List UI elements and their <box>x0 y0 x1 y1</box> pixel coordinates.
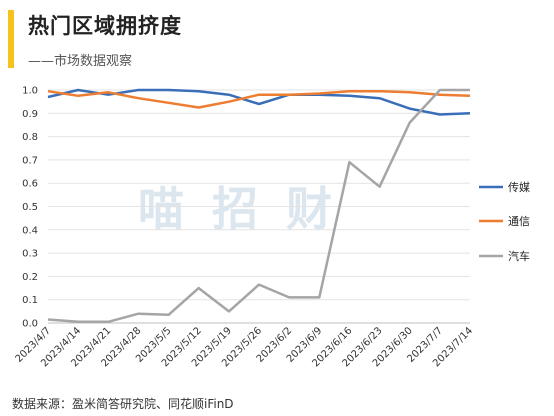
y-axis-ticks: 0.0 0.1 0.2 0.3 0.4 0.5 0.6 0.7 0.8 0.9 1.0 <box>22 86 38 330</box>
series-line-2 <box>47 89 471 109</box>
y-tick-label: 0.4 <box>22 225 38 236</box>
series-lines <box>47 88 471 324</box>
y-tick-label: 1.0 <box>22 86 38 97</box>
y-tick-label: 0.2 <box>22 272 38 283</box>
watermark: 喵招财 <box>138 182 360 236</box>
source-note: 数据来源：盈米简答研究院、同花顺iFinD <box>12 397 234 411</box>
grid-lines <box>48 89 470 324</box>
y-tick-label: 0.5 <box>22 202 38 213</box>
legend-label: 汽车 <box>508 249 530 263</box>
page-subtitle: ——市场数据观察 <box>28 54 133 69</box>
series-line-3 <box>47 88 470 324</box>
page-title: 热门区域拥挤度 <box>28 14 182 38</box>
title-accent-bar <box>8 10 14 68</box>
y-tick-label: 0.0 <box>22 319 38 330</box>
y-tick-label: 0.1 <box>22 295 38 306</box>
legend-label: 传媒 <box>508 181 530 194</box>
y-tick-label: 0.9 <box>22 109 38 120</box>
y-tick-label: 0.7 <box>22 155 38 166</box>
y-tick-label: 0.6 <box>22 179 38 190</box>
y-tick-label: 0.3 <box>22 249 38 260</box>
x-axis-ticks: 2023/4/72023/4/142023/4/212023/4/282023/… <box>14 325 476 369</box>
legend-label: 通信 <box>508 215 530 228</box>
y-tick-label: 0.8 <box>22 132 38 143</box>
